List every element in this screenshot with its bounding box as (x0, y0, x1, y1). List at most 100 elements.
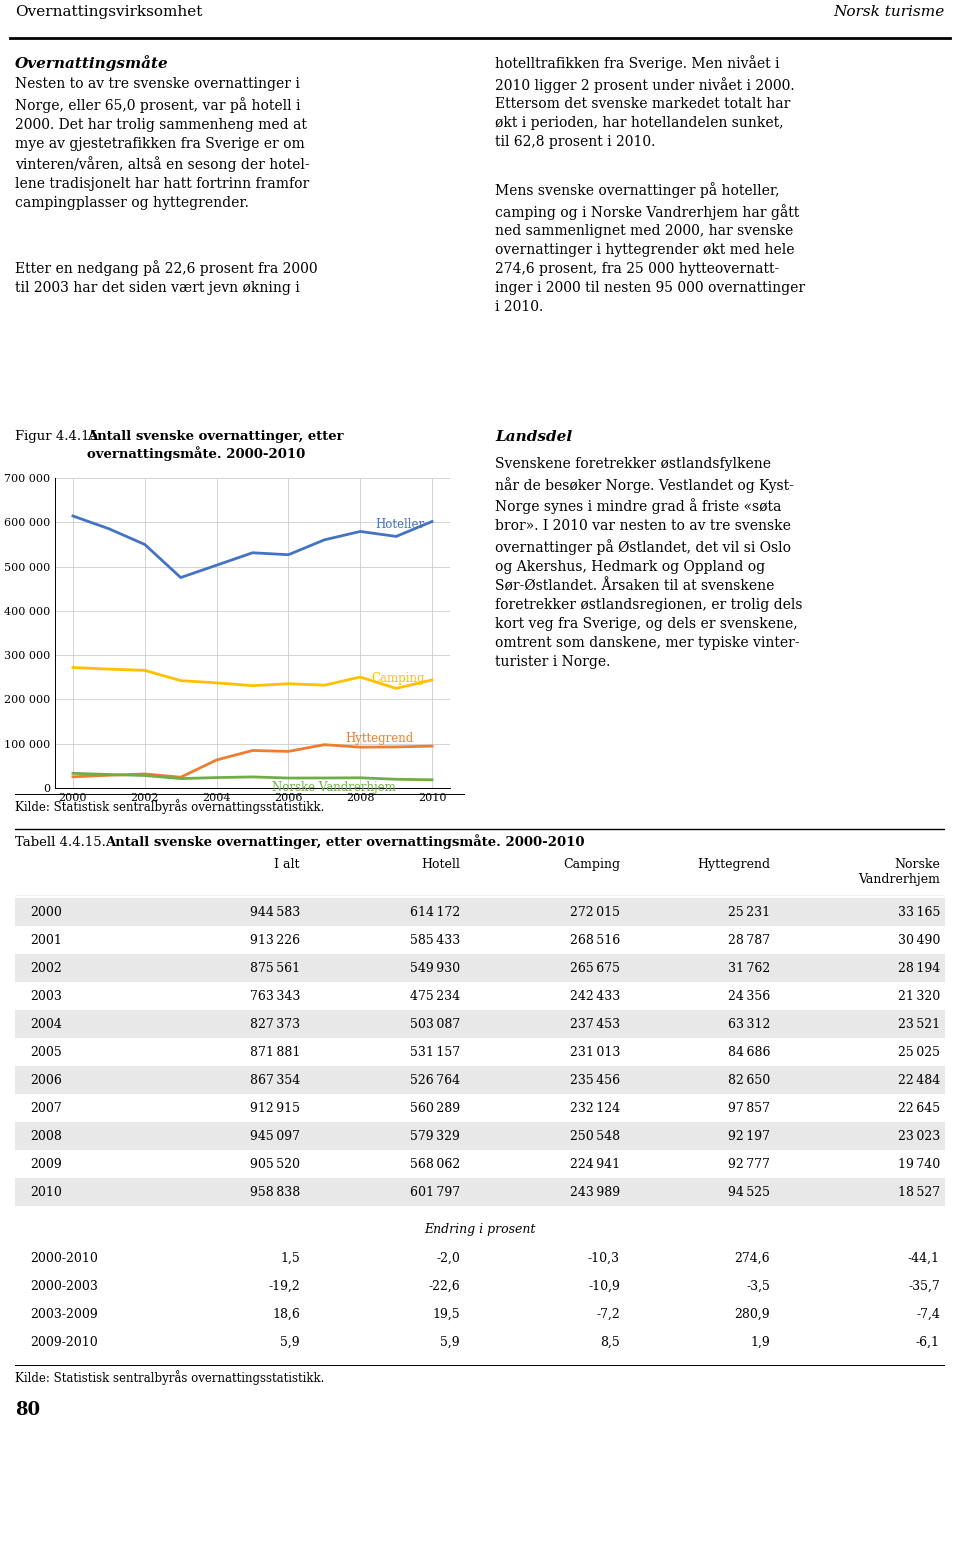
Text: 19,5: 19,5 (432, 1307, 460, 1321)
Text: 243 989: 243 989 (570, 1185, 620, 1199)
Text: Camping: Camping (372, 672, 425, 684)
Text: 63 312: 63 312 (728, 1018, 770, 1031)
Text: 8,5: 8,5 (600, 1335, 620, 1349)
Text: Overnattingsvirksomhet: Overnattingsvirksomhet (15, 5, 203, 19)
Text: 763 343: 763 343 (250, 989, 300, 1003)
Text: 272 015: 272 015 (570, 905, 620, 918)
Text: -10,3: -10,3 (588, 1251, 620, 1264)
Text: 2006: 2006 (30, 1074, 61, 1086)
Text: 2005: 2005 (30, 1046, 61, 1058)
Text: 30 490: 30 490 (898, 933, 940, 947)
Text: 25 231: 25 231 (728, 905, 770, 918)
Text: 614 172: 614 172 (410, 905, 460, 918)
Text: Norsk turisme: Norsk turisme (833, 5, 945, 19)
Text: 274,6: 274,6 (734, 1251, 770, 1264)
Text: 2008: 2008 (30, 1129, 61, 1142)
Text: 5,9: 5,9 (280, 1335, 300, 1349)
Text: 526 764: 526 764 (410, 1074, 460, 1086)
Text: 18,6: 18,6 (272, 1307, 300, 1321)
Text: 80: 80 (15, 1401, 40, 1418)
Text: 231 013: 231 013 (569, 1046, 620, 1058)
Text: 82 650: 82 650 (728, 1074, 770, 1086)
Text: 2001: 2001 (30, 933, 61, 947)
Text: 5,9: 5,9 (441, 1335, 460, 1349)
Text: 913 226: 913 226 (250, 933, 300, 947)
Text: -19,2: -19,2 (268, 1279, 300, 1293)
Text: Endring i prosent: Endring i prosent (424, 1222, 536, 1236)
Text: 875 561: 875 561 (250, 961, 300, 975)
Text: 958 838: 958 838 (250, 1185, 300, 1199)
Text: 250 548: 250 548 (570, 1129, 620, 1142)
Text: 268 516: 268 516 (569, 933, 620, 947)
Text: 2009: 2009 (30, 1157, 61, 1171)
Text: hotelltrafikken fra Sverige. Men nivået i
2010 ligger 2 prosent under nivået i 2: hotelltrafikken fra Sverige. Men nivået … (495, 56, 795, 150)
Text: -7,2: -7,2 (596, 1307, 620, 1321)
Text: 242 433: 242 433 (569, 989, 620, 1003)
Text: 237 453: 237 453 (570, 1018, 620, 1031)
Text: 280,9: 280,9 (734, 1307, 770, 1321)
Text: Etter en nedgang på 22,6 prosent fra 2000
til 2003 har det siden vært jevn øknin: Etter en nedgang på 22,6 prosent fra 200… (15, 260, 318, 295)
Text: Kilde: Statistisk sentralbyrås overnattingsstatistikk.: Kilde: Statistisk sentralbyrås overnatti… (15, 1370, 324, 1386)
Text: 28 194: 28 194 (898, 961, 940, 975)
Text: 2003-2009: 2003-2009 (30, 1307, 98, 1321)
Text: 31 762: 31 762 (728, 961, 770, 975)
Text: 2004: 2004 (30, 1018, 61, 1031)
Text: -2,0: -2,0 (436, 1251, 460, 1264)
Text: 25 025: 25 025 (898, 1046, 940, 1058)
Text: Tabell 4.4.15.: Tabell 4.4.15. (15, 836, 110, 848)
Text: 871 881: 871 881 (250, 1046, 300, 1058)
Text: 912 915: 912 915 (250, 1102, 300, 1114)
Text: -7,4: -7,4 (916, 1307, 940, 1321)
Text: 22 645: 22 645 (898, 1102, 940, 1114)
Text: 224 941: 224 941 (570, 1157, 620, 1171)
Text: 92 197: 92 197 (728, 1129, 770, 1142)
Text: Figur 4.4.15.: Figur 4.4.15. (15, 430, 107, 443)
Text: 568 062: 568 062 (410, 1157, 460, 1171)
Text: Norske Vandrerhjem: Norske Vandrerhjem (273, 780, 396, 794)
Text: 531 157: 531 157 (410, 1046, 460, 1058)
Text: 867 354: 867 354 (250, 1074, 300, 1086)
Text: 97 857: 97 857 (728, 1102, 770, 1114)
Text: 585 433: 585 433 (410, 933, 460, 947)
Text: Svenskene foretrekker østlandsfylkene
når de besøker Norge. Vestlandet og Kyst-
: Svenskene foretrekker østlandsfylkene nå… (495, 457, 803, 669)
Text: I alt: I alt (275, 857, 300, 871)
Text: 579 329: 579 329 (410, 1129, 460, 1142)
Text: 23 521: 23 521 (898, 1018, 940, 1031)
Text: -44,1: -44,1 (908, 1251, 940, 1264)
Text: Hotell: Hotell (421, 857, 460, 871)
Text: 2000-2003: 2000-2003 (30, 1279, 98, 1293)
Text: 560 289: 560 289 (410, 1102, 460, 1114)
Text: 2003: 2003 (30, 989, 61, 1003)
Text: 2009-2010: 2009-2010 (30, 1335, 98, 1349)
Text: Landsdel: Landsdel (495, 430, 572, 443)
Text: Mens svenske overnattinger på hoteller,
camping og i Norske Vandrerhjem har gått: Mens svenske overnattinger på hoteller, … (495, 182, 805, 314)
Text: 2002: 2002 (30, 961, 61, 975)
Text: 21 320: 21 320 (898, 989, 940, 1003)
Text: 475 234: 475 234 (410, 989, 460, 1003)
Text: 944 583: 944 583 (250, 905, 300, 918)
Text: 265 675: 265 675 (570, 961, 620, 975)
Text: -10,9: -10,9 (588, 1279, 620, 1293)
Text: 232 124: 232 124 (570, 1102, 620, 1114)
Text: Antall svenske overnattinger, etter
overnattingsmåte. 2000-2010: Antall svenske overnattinger, etter over… (87, 430, 344, 462)
Text: 503 087: 503 087 (410, 1018, 460, 1031)
Text: 33 165: 33 165 (898, 905, 940, 918)
Text: -6,1: -6,1 (916, 1335, 940, 1349)
Text: Norske
Vandrerhjem: Norske Vandrerhjem (858, 857, 940, 885)
Text: -22,6: -22,6 (428, 1279, 460, 1293)
Text: -3,5: -3,5 (746, 1279, 770, 1293)
Text: 827 373: 827 373 (250, 1018, 300, 1031)
Text: 24 356: 24 356 (728, 989, 770, 1003)
Text: 84 686: 84 686 (728, 1046, 770, 1058)
Text: Camping: Camping (563, 857, 620, 871)
Text: 601 797: 601 797 (410, 1185, 460, 1199)
Text: Hyttegrend: Hyttegrend (346, 732, 414, 745)
Text: 1,9: 1,9 (751, 1335, 770, 1349)
Text: 19 740: 19 740 (898, 1157, 940, 1171)
Text: 94 525: 94 525 (728, 1185, 770, 1199)
Text: Hyttegrend: Hyttegrend (697, 857, 770, 871)
Text: 92 777: 92 777 (728, 1157, 770, 1171)
Text: Antall svenske overnattinger, etter overnattingsmåte. 2000-2010: Antall svenske overnattinger, etter over… (105, 834, 585, 850)
Text: 22 484: 22 484 (898, 1074, 940, 1086)
Text: 18 527: 18 527 (898, 1185, 940, 1199)
